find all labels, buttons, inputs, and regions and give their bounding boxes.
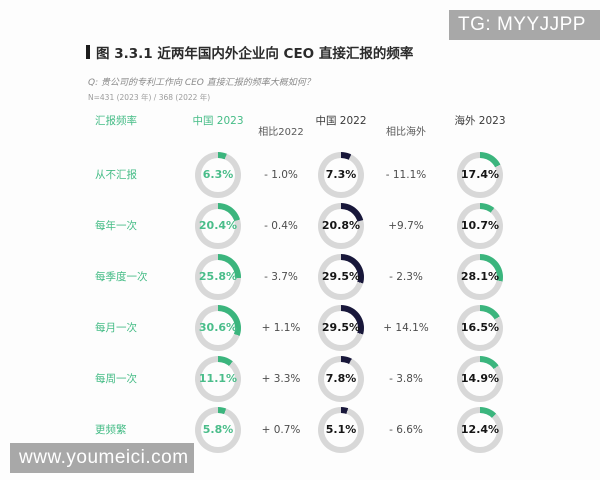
donut-value: 10.7%: [460, 219, 500, 232]
donut-overseas-2023: 12.4%: [457, 406, 503, 453]
column-header-overseas-2023: 海外 2023: [454, 115, 506, 127]
figure-title: 图 3.3.1 近两年国内外企业向 CEO 直接汇报的频率: [96, 46, 414, 62]
row-label: 每周一次: [95, 373, 137, 385]
sample-size-note: N=431 (2023 年) / 368 (2022 年): [88, 93, 211, 102]
donut-value: 12.4%: [460, 423, 500, 436]
watermark-top-right: TG: MYYJJPP: [449, 10, 600, 40]
delta-vs-overseas: - 6.6%: [389, 423, 423, 436]
donut-value: 5.1%: [325, 423, 357, 436]
donut-china-2023: 5.8%: [195, 406, 241, 453]
donut-china-2023: 11.1%: [195, 355, 241, 402]
report-figure: 图 3.3.1 近两年国内外企业向 CEO 直接汇报的频率 Q: 贵公司的专利工…: [86, 42, 546, 455]
donut-value: 7.8%: [325, 372, 357, 385]
survey-question: Q: 贵公司的专利工作向 CEO 直接汇报的频率大概如何？: [88, 78, 315, 88]
column-header-china-2022: 中国 2022: [315, 115, 367, 127]
row-label: 每月一次: [95, 322, 137, 334]
watermark-bottom-left: www.youmeici.com: [10, 443, 194, 473]
row-label: 更频繁: [95, 424, 127, 436]
donut-china-2023: 30.6%: [195, 304, 241, 351]
donut-value: 11.1%: [198, 372, 238, 385]
delta-vs-2022: + 3.3%: [261, 372, 301, 385]
donut-value: 14.9%: [460, 372, 500, 385]
delta-vs-2022: + 1.1%: [261, 321, 301, 334]
donut-china-2023: 25.8%: [195, 253, 241, 300]
donut-value: 5.8%: [202, 423, 234, 436]
donut-china-2023: 6.3%: [195, 151, 241, 198]
donut-overseas-2023: 10.7%: [457, 202, 503, 249]
column-header-frequency: 汇报频率: [95, 115, 137, 127]
donut-value: 17.4%: [460, 168, 500, 181]
frequency-table: 汇报频率 中国 2023 相比2022 中国 2022 相比海外 海外 2023…: [86, 113, 546, 455]
donut-value: 29.5%: [321, 321, 361, 334]
donut-china-2022: 20.8%: [318, 202, 364, 249]
donut-china-2022: 29.5%: [318, 304, 364, 351]
delta-vs-2022: + 0.7%: [261, 423, 301, 436]
donut-value: 7.3%: [325, 168, 357, 181]
donut-china-2022: 29.5%: [318, 253, 364, 300]
donut-value: 30.6%: [198, 321, 238, 334]
delta-vs-overseas: + 14.1%: [383, 321, 429, 334]
donut-value: 6.3%: [202, 168, 234, 181]
donut-value: 16.5%: [460, 321, 500, 334]
donut-china-2023: 20.4%: [195, 202, 241, 249]
delta-vs-overseas: - 3.8%: [389, 372, 423, 385]
delta-vs-2022: - 3.7%: [264, 270, 298, 283]
donut-value: 28.1%: [460, 270, 500, 283]
delta-vs-2022: - 0.4%: [264, 219, 298, 232]
title-accent-bar: [86, 45, 90, 59]
figure-title-row: 图 3.3.1 近两年国内外企业向 CEO 直接汇报的频率: [86, 42, 546, 62]
delta-vs-overseas: +9.7%: [388, 219, 424, 232]
donut-overseas-2023: 16.5%: [457, 304, 503, 351]
donut-overseas-2023: 17.4%: [457, 151, 503, 198]
donut-china-2022: 7.8%: [318, 355, 364, 402]
donut-overseas-2023: 28.1%: [457, 253, 503, 300]
delta-vs-overseas: - 11.1%: [385, 168, 427, 181]
column-header-china-2023: 中国 2023: [192, 115, 244, 127]
row-label: 从不汇报: [95, 169, 137, 181]
donut-value: 20.8%: [321, 219, 361, 232]
donut-value: 29.5%: [321, 270, 361, 283]
row-label: 每年一次: [95, 220, 137, 232]
donut-value: 20.4%: [198, 219, 238, 232]
donut-overseas-2023: 14.9%: [457, 355, 503, 402]
delta-vs-2022: - 1.0%: [264, 168, 298, 181]
delta-vs-overseas: - 2.3%: [389, 270, 423, 283]
column-header-vs-overseas: 相比海外: [386, 127, 426, 138]
donut-china-2022: 7.3%: [318, 151, 364, 198]
row-label: 每季度一次: [95, 271, 148, 283]
donut-value: 25.8%: [198, 270, 238, 283]
donut-china-2022: 5.1%: [318, 406, 364, 453]
column-header-vs-2022: 相比2022: [258, 127, 304, 138]
